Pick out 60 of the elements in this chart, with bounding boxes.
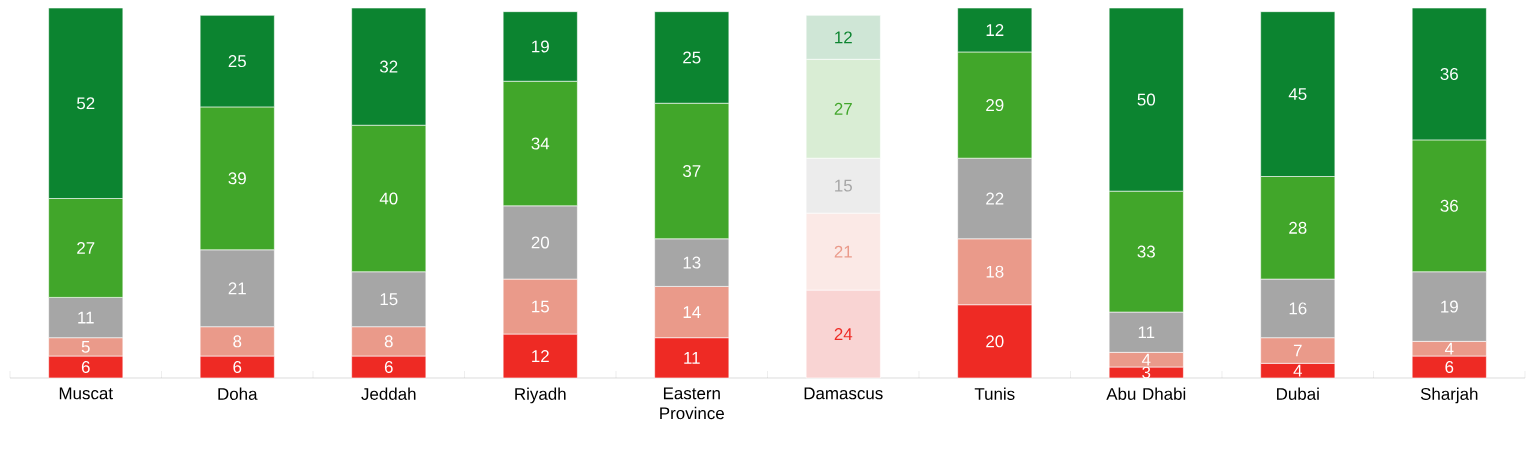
x-tick-label: Abu Dhabi xyxy=(1106,387,1186,400)
data-label: 14 xyxy=(683,306,701,318)
data-label: 18 xyxy=(986,265,1004,278)
data-label: 36 xyxy=(1440,199,1458,212)
data-label: 15 xyxy=(835,179,852,192)
data-label: 50 xyxy=(1137,93,1156,106)
data-label: 22 xyxy=(986,192,1004,205)
data-label: 4 xyxy=(1444,342,1454,355)
data-label: 19 xyxy=(1441,300,1458,313)
data-label: 27 xyxy=(834,102,852,115)
data-label: 6 xyxy=(81,361,90,374)
data-label: 12 xyxy=(986,24,1004,36)
data-label: 16 xyxy=(1289,302,1307,315)
data-label: 40 xyxy=(379,192,398,205)
data-label: 11 xyxy=(78,311,94,324)
data-label: 21 xyxy=(834,245,852,258)
x-tick-label: Damascus xyxy=(804,387,883,400)
data-label: 8 xyxy=(233,335,242,348)
x-tick-label: Jeddah xyxy=(361,387,416,400)
data-label: 24 xyxy=(834,328,853,340)
data-label: 6 xyxy=(1445,361,1454,374)
data-label: 15 xyxy=(532,300,549,313)
data-label: 36 xyxy=(1440,67,1458,80)
data-label: 20 xyxy=(986,335,1004,348)
data-label: 52 xyxy=(77,97,95,110)
x-tick-label: Eastern Province xyxy=(660,387,724,420)
data-label: 29 xyxy=(986,99,1004,112)
data-label: 45 xyxy=(1288,88,1307,100)
data-label: 6 xyxy=(384,361,393,374)
data-label: 25 xyxy=(228,55,246,68)
data-label: 13 xyxy=(683,256,701,269)
data-label: 11 xyxy=(684,352,700,364)
x-tick-label: Muscat xyxy=(59,387,113,400)
data-label: 21 xyxy=(228,282,246,295)
data-label: 33 xyxy=(1137,245,1155,258)
data-label: 11 xyxy=(1138,326,1155,339)
data-label: 39 xyxy=(228,172,246,185)
data-label: 25 xyxy=(683,51,701,64)
data-label: 20 xyxy=(531,236,550,249)
data-label: 6 xyxy=(233,361,242,374)
x-tick-label: Sharjah xyxy=(1420,387,1478,404)
x-tick-label: Dubai xyxy=(1277,387,1319,400)
data-label: 7 xyxy=(1293,344,1302,357)
data-label: 28 xyxy=(1289,221,1307,234)
data-label: 32 xyxy=(379,60,398,73)
data-label: 34 xyxy=(531,137,550,150)
data-label: 4 xyxy=(1141,353,1151,366)
data-label: 12 xyxy=(835,31,852,44)
data-label: 15 xyxy=(380,293,398,306)
x-tick-label: Riyadh xyxy=(515,387,566,404)
data-label: 5 xyxy=(81,340,90,353)
data-label: 12 xyxy=(532,350,549,362)
x-tick-label: Tunis xyxy=(974,387,1015,400)
data-label: 27 xyxy=(77,242,95,254)
data-label: 8 xyxy=(384,335,393,348)
data-label: 3 xyxy=(1142,366,1151,379)
data-label: 19 xyxy=(532,40,549,53)
data-label: 4 xyxy=(1293,364,1302,377)
data-label: 37 xyxy=(682,165,701,178)
x-tick-label: Doha xyxy=(218,387,258,400)
